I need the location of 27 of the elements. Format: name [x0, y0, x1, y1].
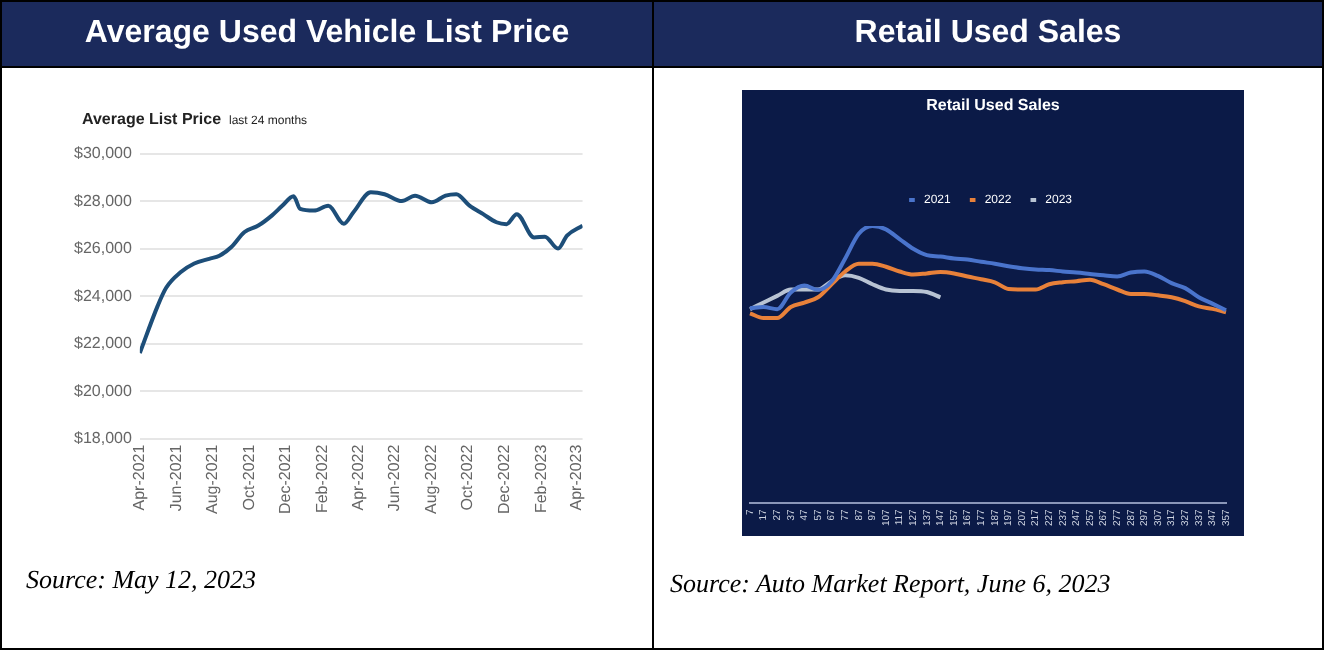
x-tick-label: Apr-2022	[348, 443, 367, 511]
x-tick-label: Aug-2022	[421, 443, 440, 515]
y-tick-label: $18,000	[73, 429, 133, 448]
y-tick-label: $22,000	[73, 334, 133, 353]
chart-subtitle: Retail Used Sales	[924, 94, 1062, 118]
y-tick-label: $24,000	[73, 286, 133, 305]
y-tick-label: $28,000	[73, 191, 133, 210]
y-tick-label: $30,000	[73, 144, 133, 163]
source-note: Source: Auto Market Report, June 6, 2023	[670, 568, 1113, 600]
x-tick-label: Apr-2021	[130, 443, 149, 511]
chart-subtitle: Average List Price	[82, 110, 222, 128]
source-note: Source: May 12, 2023	[26, 564, 259, 596]
y-tick-label: $20,000	[73, 381, 133, 400]
chart-title: Average Used Vehicle List Price	[2, 2, 652, 68]
x-tick-label: Dec-2021	[276, 443, 295, 514]
x-tick-label: Oct-2022	[458, 443, 477, 511]
line-series	[139, 190, 583, 356]
y-tick-label: $26,000	[73, 239, 133, 258]
x-tick-label: Apr-2023	[566, 443, 585, 511]
x-tick-label: Jun-2021	[166, 443, 185, 512]
x-tick-label: Dec-2022	[494, 443, 513, 514]
x-tick-label: Feb-2023	[531, 443, 550, 514]
x-tick-label: Oct-2021	[239, 443, 258, 511]
x-tick-label: Jun-2022	[385, 443, 404, 512]
x-tick-label: Feb-2022	[313, 443, 332, 514]
chart-title: Retail Used Sales	[654, 2, 1322, 68]
x-tick-label: Aug-2021	[203, 443, 222, 515]
